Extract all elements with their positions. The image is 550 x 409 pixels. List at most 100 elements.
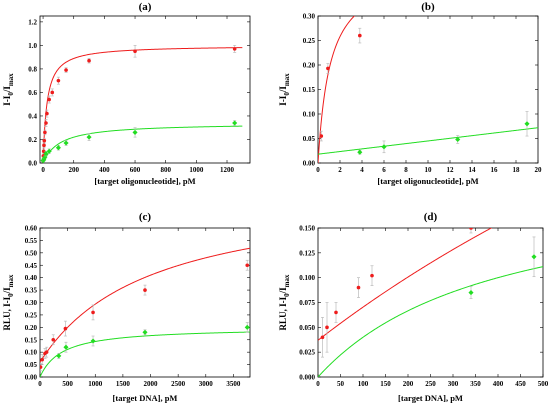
data-point-red — [41, 149, 46, 154]
x-tick-label: 2000 — [144, 380, 159, 388]
y-tick-label: 0.40 — [25, 274, 38, 282]
x-tick-label: 2 — [338, 166, 342, 174]
fit-curve-red — [318, 228, 493, 341]
x-tick-label: 2500 — [171, 380, 186, 388]
data-point-red — [44, 121, 48, 125]
data-point-red — [245, 263, 250, 268]
data-point-red — [50, 90, 55, 95]
data-point-red — [358, 33, 362, 38]
x-tick-label: 200 — [403, 380, 414, 388]
x-tick-label: 3000 — [199, 380, 214, 388]
panel-1: (b) 0 2 4 6 8 10 12 14 16 18 20 0.00 0.05 0.10 0.15 0.20… — [278, 1, 542, 186]
data-point-green — [232, 120, 238, 126]
x-tick-label: 12 — [447, 166, 455, 174]
x-tick-label: 400 — [99, 166, 110, 174]
x-axis-label: [target oligonucleotide], pM — [377, 176, 478, 186]
chart-title: (b) — [421, 1, 435, 13]
x-tick-label: 0 — [38, 380, 42, 388]
panel-3: (d) 0 50 100 150 200 250 300 350 400 450 500 0.000 0.… — [278, 211, 549, 403]
x-tick-label: 50 — [337, 380, 345, 388]
x-tick-label: 150 — [380, 380, 391, 388]
data-point-red — [370, 273, 374, 278]
y-tick-label: 0.8 — [28, 65, 37, 73]
x-tick-label: 18 — [513, 166, 521, 174]
data-point-green — [244, 324, 250, 330]
x-tick-label: 250 — [425, 380, 436, 388]
x-tick-label: 600 — [130, 166, 141, 174]
fit-curve-green — [42, 125, 243, 163]
data-point-red — [43, 130, 47, 135]
data-point-red — [334, 310, 338, 315]
data-point-red — [45, 111, 49, 116]
y-tick-label: 0.15 — [303, 86, 316, 94]
y-tick-label: 0.000 — [299, 374, 315, 382]
data-point-green — [86, 134, 92, 140]
x-tick-label: 16 — [491, 166, 499, 174]
y-tick-label: 0.60 — [25, 225, 38, 233]
x-tick-label: 1500 — [116, 380, 131, 388]
plot-frame — [39, 227, 251, 378]
y-tick-label: 0.50 — [25, 249, 38, 257]
fit-curve-green — [318, 127, 538, 155]
y-tick-label: 0.00 — [303, 160, 316, 168]
plot-frame — [317, 227, 544, 378]
y-tick-label: 0.30 — [25, 299, 38, 307]
data-point-green — [468, 290, 474, 296]
data-point-green — [357, 149, 363, 155]
x-tick-label: 300 — [448, 380, 459, 388]
x-axis-label: [target oligonucleotide], pM — [94, 176, 195, 186]
data-point-red — [232, 47, 237, 51]
y-axis-label: RLU, I-I0/Imax — [2, 274, 15, 330]
y-axis-label: I-I0/Imax — [278, 73, 291, 106]
y-tick-label: 0.0 — [28, 160, 37, 168]
y-tick-label: 0.2 — [28, 136, 37, 144]
y-tick-label: 0.15 — [25, 336, 38, 344]
x-tick-label: 800 — [160, 166, 171, 174]
data-point-red — [40, 365, 43, 369]
x-tick-label: 500 — [538, 380, 549, 388]
y-tick-label: 1.2 — [28, 18, 37, 26]
y-tick-label: 0.150 — [299, 225, 315, 233]
fit-curve-red — [40, 247, 250, 363]
y-tick-label: 0.30 — [303, 13, 316, 21]
y-tick-label: 0.05 — [303, 135, 316, 143]
y-tick-label: 0.100 — [299, 274, 315, 282]
x-axis-label: [target DNA], pM — [398, 393, 463, 403]
data-point-red — [56, 78, 61, 83]
x-tick-label: 400 — [493, 380, 504, 388]
x-tick-label: 100 — [358, 380, 369, 388]
x-tick-label: 6 — [382, 166, 386, 174]
data-point-red — [42, 138, 47, 143]
data-point-red — [47, 97, 51, 102]
data-point-green — [55, 145, 61, 151]
data-point-green — [56, 353, 62, 359]
data-point-red — [64, 68, 68, 72]
x-tick-label: 200 — [68, 166, 79, 174]
data-point-green — [63, 344, 69, 350]
y-tick-label: 0.10 — [25, 349, 38, 357]
y-tick-label: 0.125 — [299, 249, 315, 257]
data-point-red — [87, 58, 91, 63]
data-point-red — [319, 134, 324, 138]
y-tick-label: 0.25 — [303, 37, 316, 45]
x-tick-label: 1000 — [189, 166, 204, 174]
x-tick-label: 10 — [425, 166, 433, 174]
data-point-red — [326, 66, 330, 71]
y-tick-label: 0.4 — [28, 112, 37, 120]
fit-curve-red — [42, 47, 243, 163]
y-tick-label: 0.6 — [28, 89, 37, 97]
y-tick-label: 0.45 — [25, 262, 38, 270]
y-axis-label: RLU, I-I0/Imax — [278, 274, 291, 330]
x-tick-label: 350 — [470, 380, 481, 388]
data-point-red — [320, 335, 325, 340]
data-point-red — [63, 326, 68, 331]
x-tick-label: 3500 — [226, 380, 241, 388]
data-point-red — [356, 285, 361, 290]
x-tick-label: 14 — [469, 166, 477, 174]
data-point-red — [44, 350, 49, 354]
x-tick-label: 4 — [360, 166, 364, 174]
y-tick-label: 0.025 — [299, 349, 315, 357]
y-tick-label: 0.10 — [303, 111, 316, 119]
data-point-green — [531, 254, 537, 260]
data-point-red — [325, 325, 329, 330]
